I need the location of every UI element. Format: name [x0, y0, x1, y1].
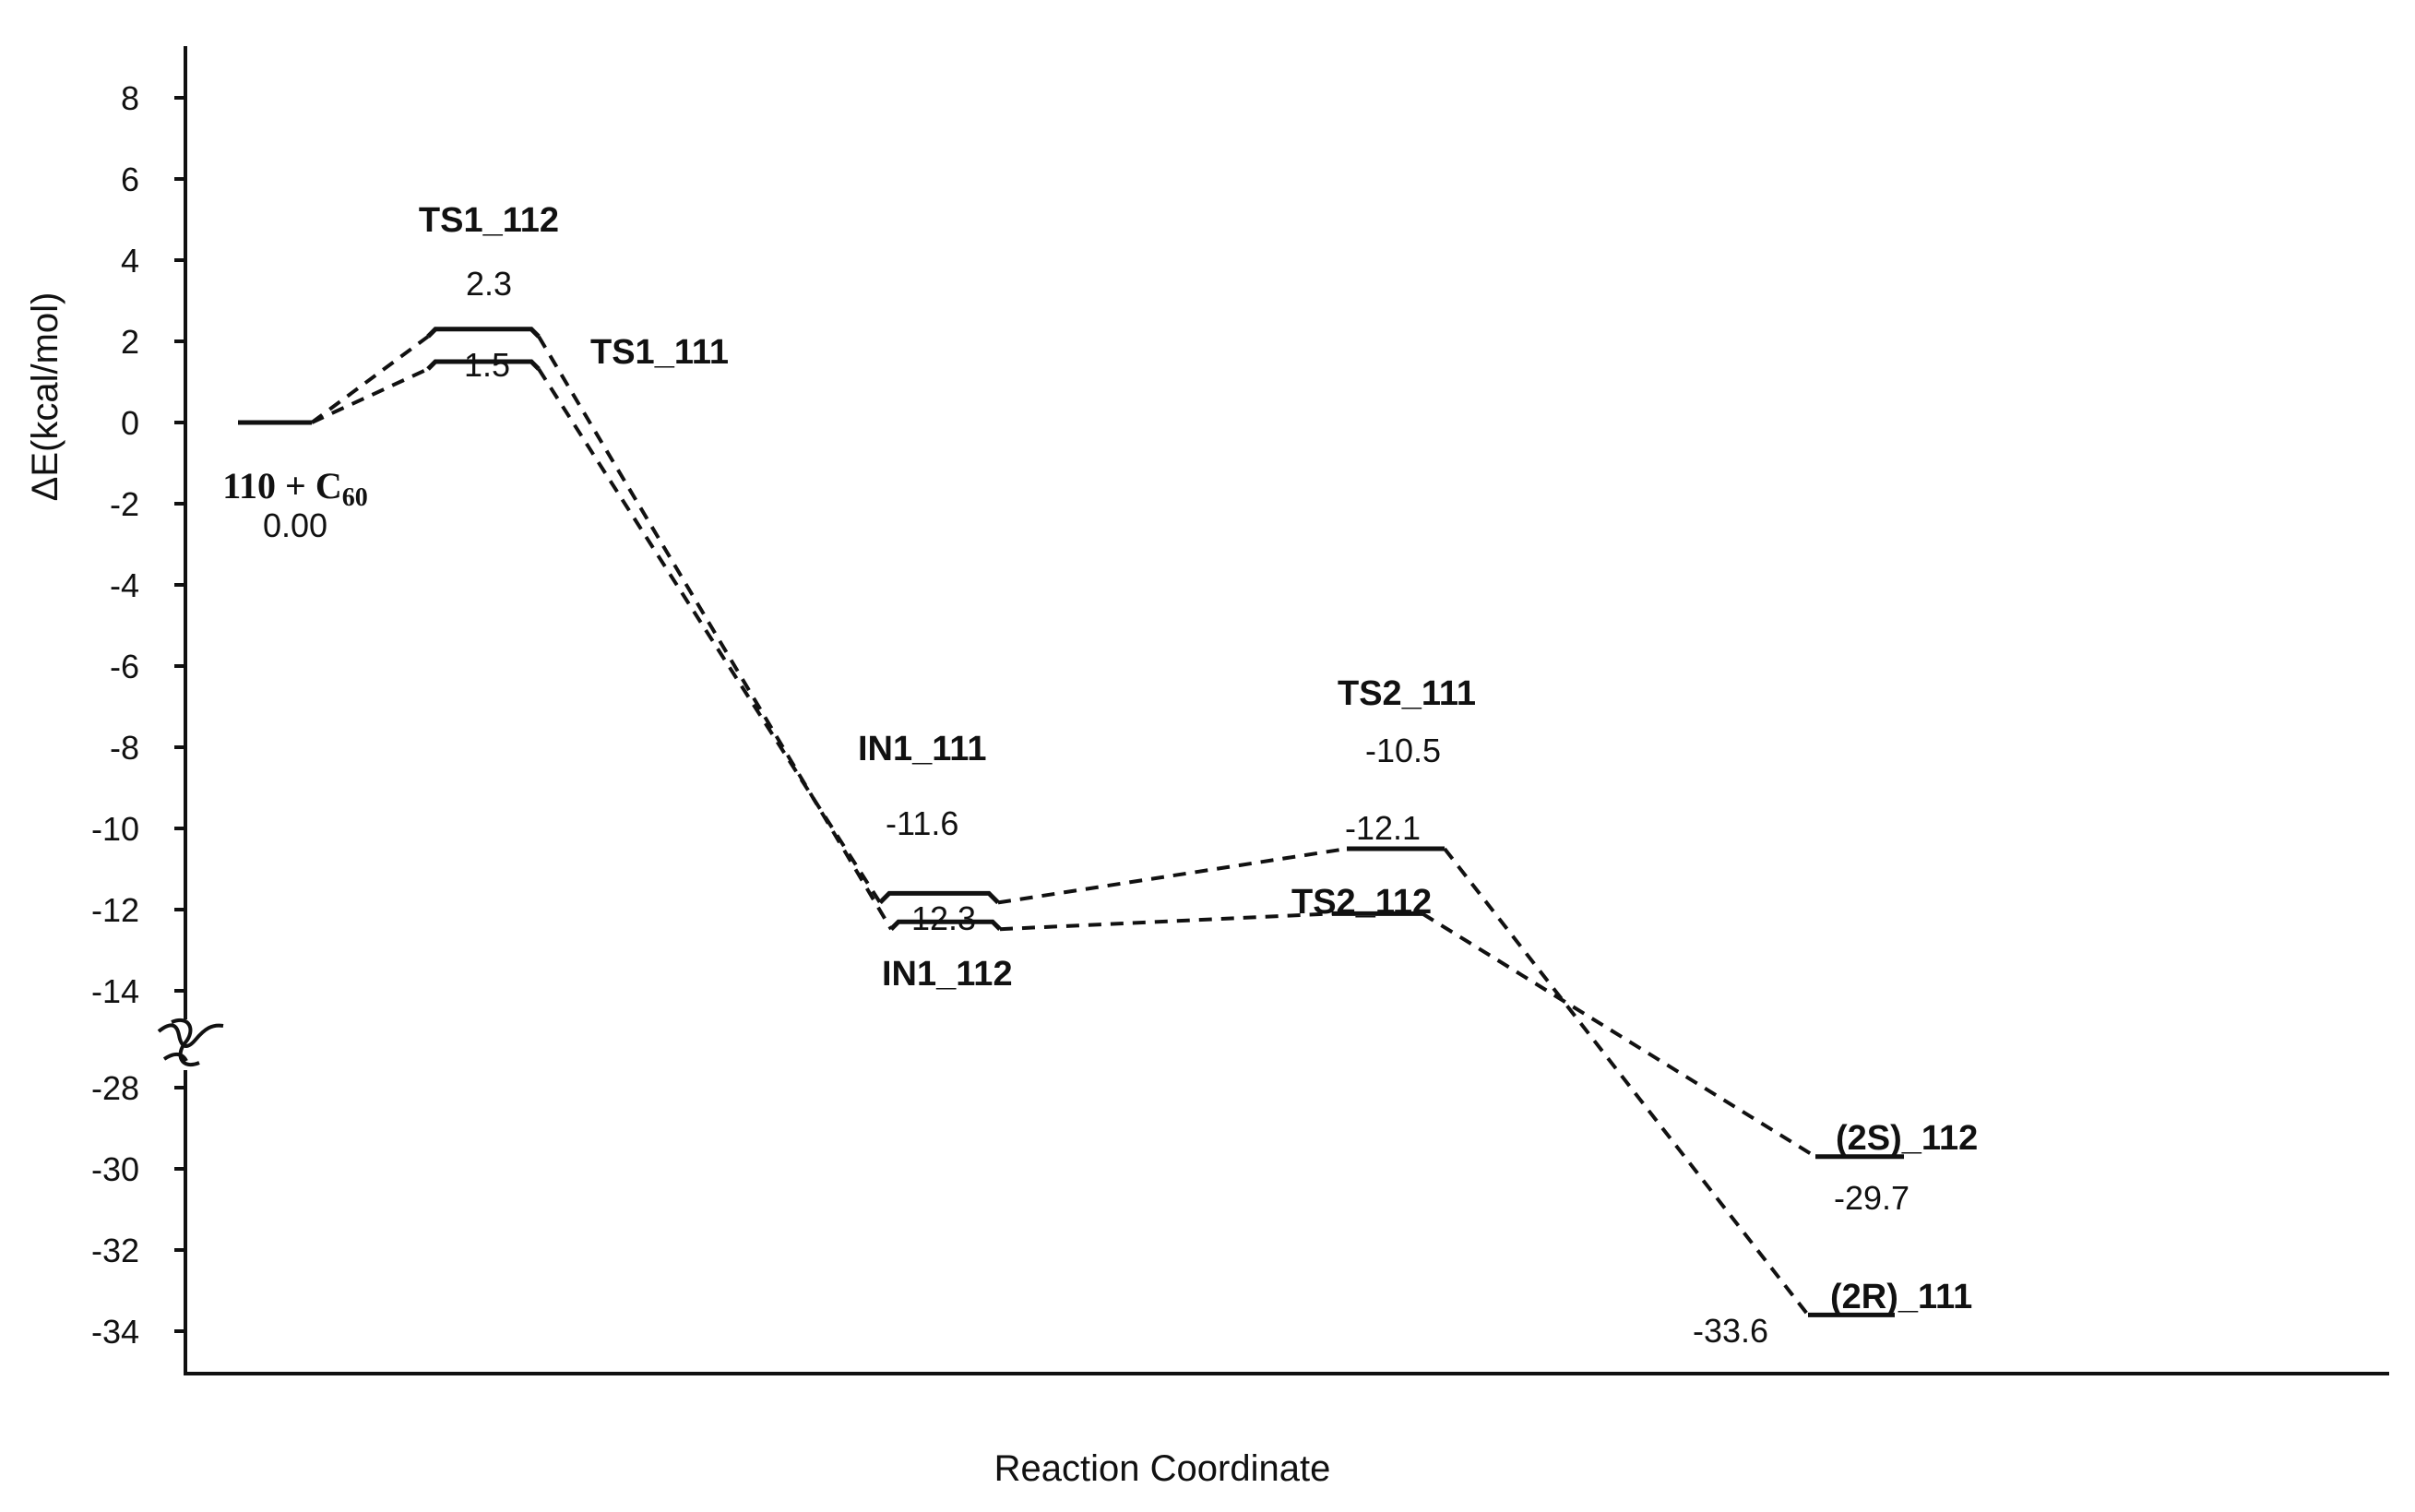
state-name-p_2s_112: (2S)_112 [1836, 1119, 1978, 1158]
y-tick-label: -10 [91, 810, 139, 848]
state-name-in1_111: IN1_111 [858, 730, 986, 768]
y-ticks: 8 6 4 2 0 -2 -4 -6 -8 -10 -12 -14 -28 -30 -32 -34 [91, 79, 185, 1351]
y-tick-label: -32 [91, 1232, 139, 1269]
energy-level-ts1_111 [426, 359, 541, 371]
state-name-ts1_111: TS1_111 [590, 333, 729, 372]
pathway-connectors [310, 335, 1817, 1316]
x-axis-title: Reaction Coordinate [994, 1448, 1331, 1489]
y-tick-label: -8 [110, 729, 139, 767]
connector-111-1 [537, 367, 882, 904]
state-value-ts1_112: 2.3 [466, 265, 512, 303]
connector-112-3 [1421, 911, 1817, 1159]
energy-levels [238, 327, 1904, 1317]
y-tick-label: -6 [110, 648, 139, 685]
axis-break-mark [171, 1018, 200, 1066]
y-tick-label: -4 [110, 566, 139, 604]
state-value-in1_112: -12.3 [900, 899, 976, 937]
state-name-in1_112: IN1_112 [882, 955, 1013, 994]
y-tick-label: -34 [91, 1313, 139, 1351]
y-tick-label: -30 [91, 1150, 139, 1188]
axis-break-squiggle [157, 1023, 224, 1063]
state-value-ts2_111: -10.5 [1365, 732, 1441, 769]
state-value-p_2r_111: -33.6 [1693, 1312, 1768, 1350]
state-value-in1_111: -11.6 [886, 804, 958, 842]
state-name-reactant: 110 + C60 [222, 465, 367, 512]
y-tick-label: -14 [91, 972, 139, 1010]
energy-level-in1_111 [878, 890, 1000, 905]
y-tick-label: 6 [121, 161, 139, 198]
y-tick-label: -12 [91, 891, 139, 929]
state-value-p_2s_112: -29.7 [1834, 1179, 1909, 1217]
state-value-ts1_111: 1.5 [464, 346, 510, 384]
y-tick-label: -2 [110, 485, 139, 523]
y-tick-label: 0 [121, 404, 139, 442]
connector-111-2 [997, 847, 1348, 905]
energy-level-ts1_112 [426, 327, 541, 339]
connector-111-3 [1443, 847, 1810, 1316]
connector-112-1 [537, 335, 893, 931]
y-tick-label: 4 [121, 242, 139, 280]
state-value-reactant: 0.00 [263, 506, 327, 544]
connector-112-2 [999, 911, 1333, 932]
state-name-ts1_112: TS1_112 [419, 201, 559, 240]
y-tick-label: 8 [121, 79, 139, 117]
connector-112-0 [310, 335, 430, 424]
y-tick-label: -28 [91, 1069, 139, 1107]
y-axis-title: ΔE(kcal/mol) [25, 292, 65, 502]
state-value-ts2_112: -12.1 [1345, 809, 1421, 847]
connector-111-0 [311, 367, 429, 424]
state-name-ts2_111: TS2_111 [1338, 674, 1476, 713]
state-name-p_2r_111: (2R)_111 [1830, 1278, 1972, 1316]
energy-level-in1_112 [889, 919, 1002, 931]
y-tick-label: 2 [121, 323, 139, 361]
state-name-ts2_112: TS2_112 [1291, 883, 1432, 922]
